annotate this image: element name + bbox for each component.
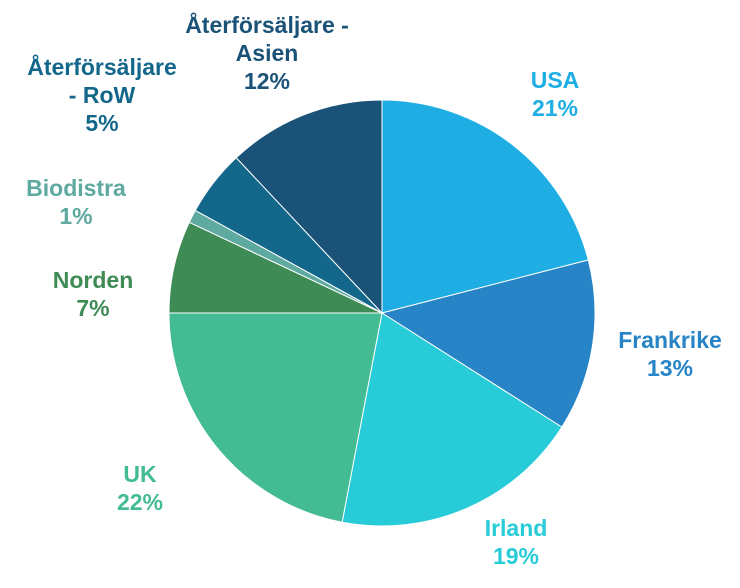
slice-name-line2: - RoW (68, 82, 136, 108)
label-frankrike: Frankrike 13% (600, 326, 740, 382)
slice-percent: 13% (646, 355, 694, 381)
slice-name-line1: Återförsäljare (27, 54, 177, 80)
label-aterforsaljare-row: Återförsäljare - RoW 5% (0, 53, 204, 137)
pie-slice-3 (168, 312, 383, 523)
slice-percent: 21% (531, 95, 579, 121)
label-irland: Irland 19% (456, 514, 576, 570)
pie-slice-7 (235, 99, 383, 315)
slice-name-line2: Asien (235, 40, 299, 66)
label-aterforsaljare-asien: Återförsäljare - Asien 12% (160, 11, 374, 95)
slice-name: Irland (484, 515, 548, 541)
label-biodistra: Biodistra 1% (8, 174, 144, 230)
slice-name: Biodistra (26, 175, 126, 201)
slice-percent: 7% (76, 295, 110, 321)
slice-name: UK (123, 461, 157, 487)
label-usa: USA 21% (500, 66, 610, 122)
slice-name: Norden (52, 267, 134, 293)
slice-percent: 22% (116, 489, 164, 515)
pie-slice-2 (341, 312, 563, 527)
slice-name-line1: Återförsäljare - (185, 12, 349, 38)
slice-percent: 1% (59, 203, 93, 229)
pie-slice-1 (380, 259, 596, 428)
slice-percent: 12% (243, 68, 291, 94)
pie-slice-0 (381, 99, 589, 314)
slice-percent: 5% (85, 110, 119, 136)
slice-name: USA (530, 67, 580, 93)
slice-name: Frankrike (618, 327, 722, 353)
slice-percent: 19% (492, 543, 540, 569)
label-uk: UK 22% (90, 460, 190, 516)
label-norden: Norden 7% (28, 266, 158, 322)
